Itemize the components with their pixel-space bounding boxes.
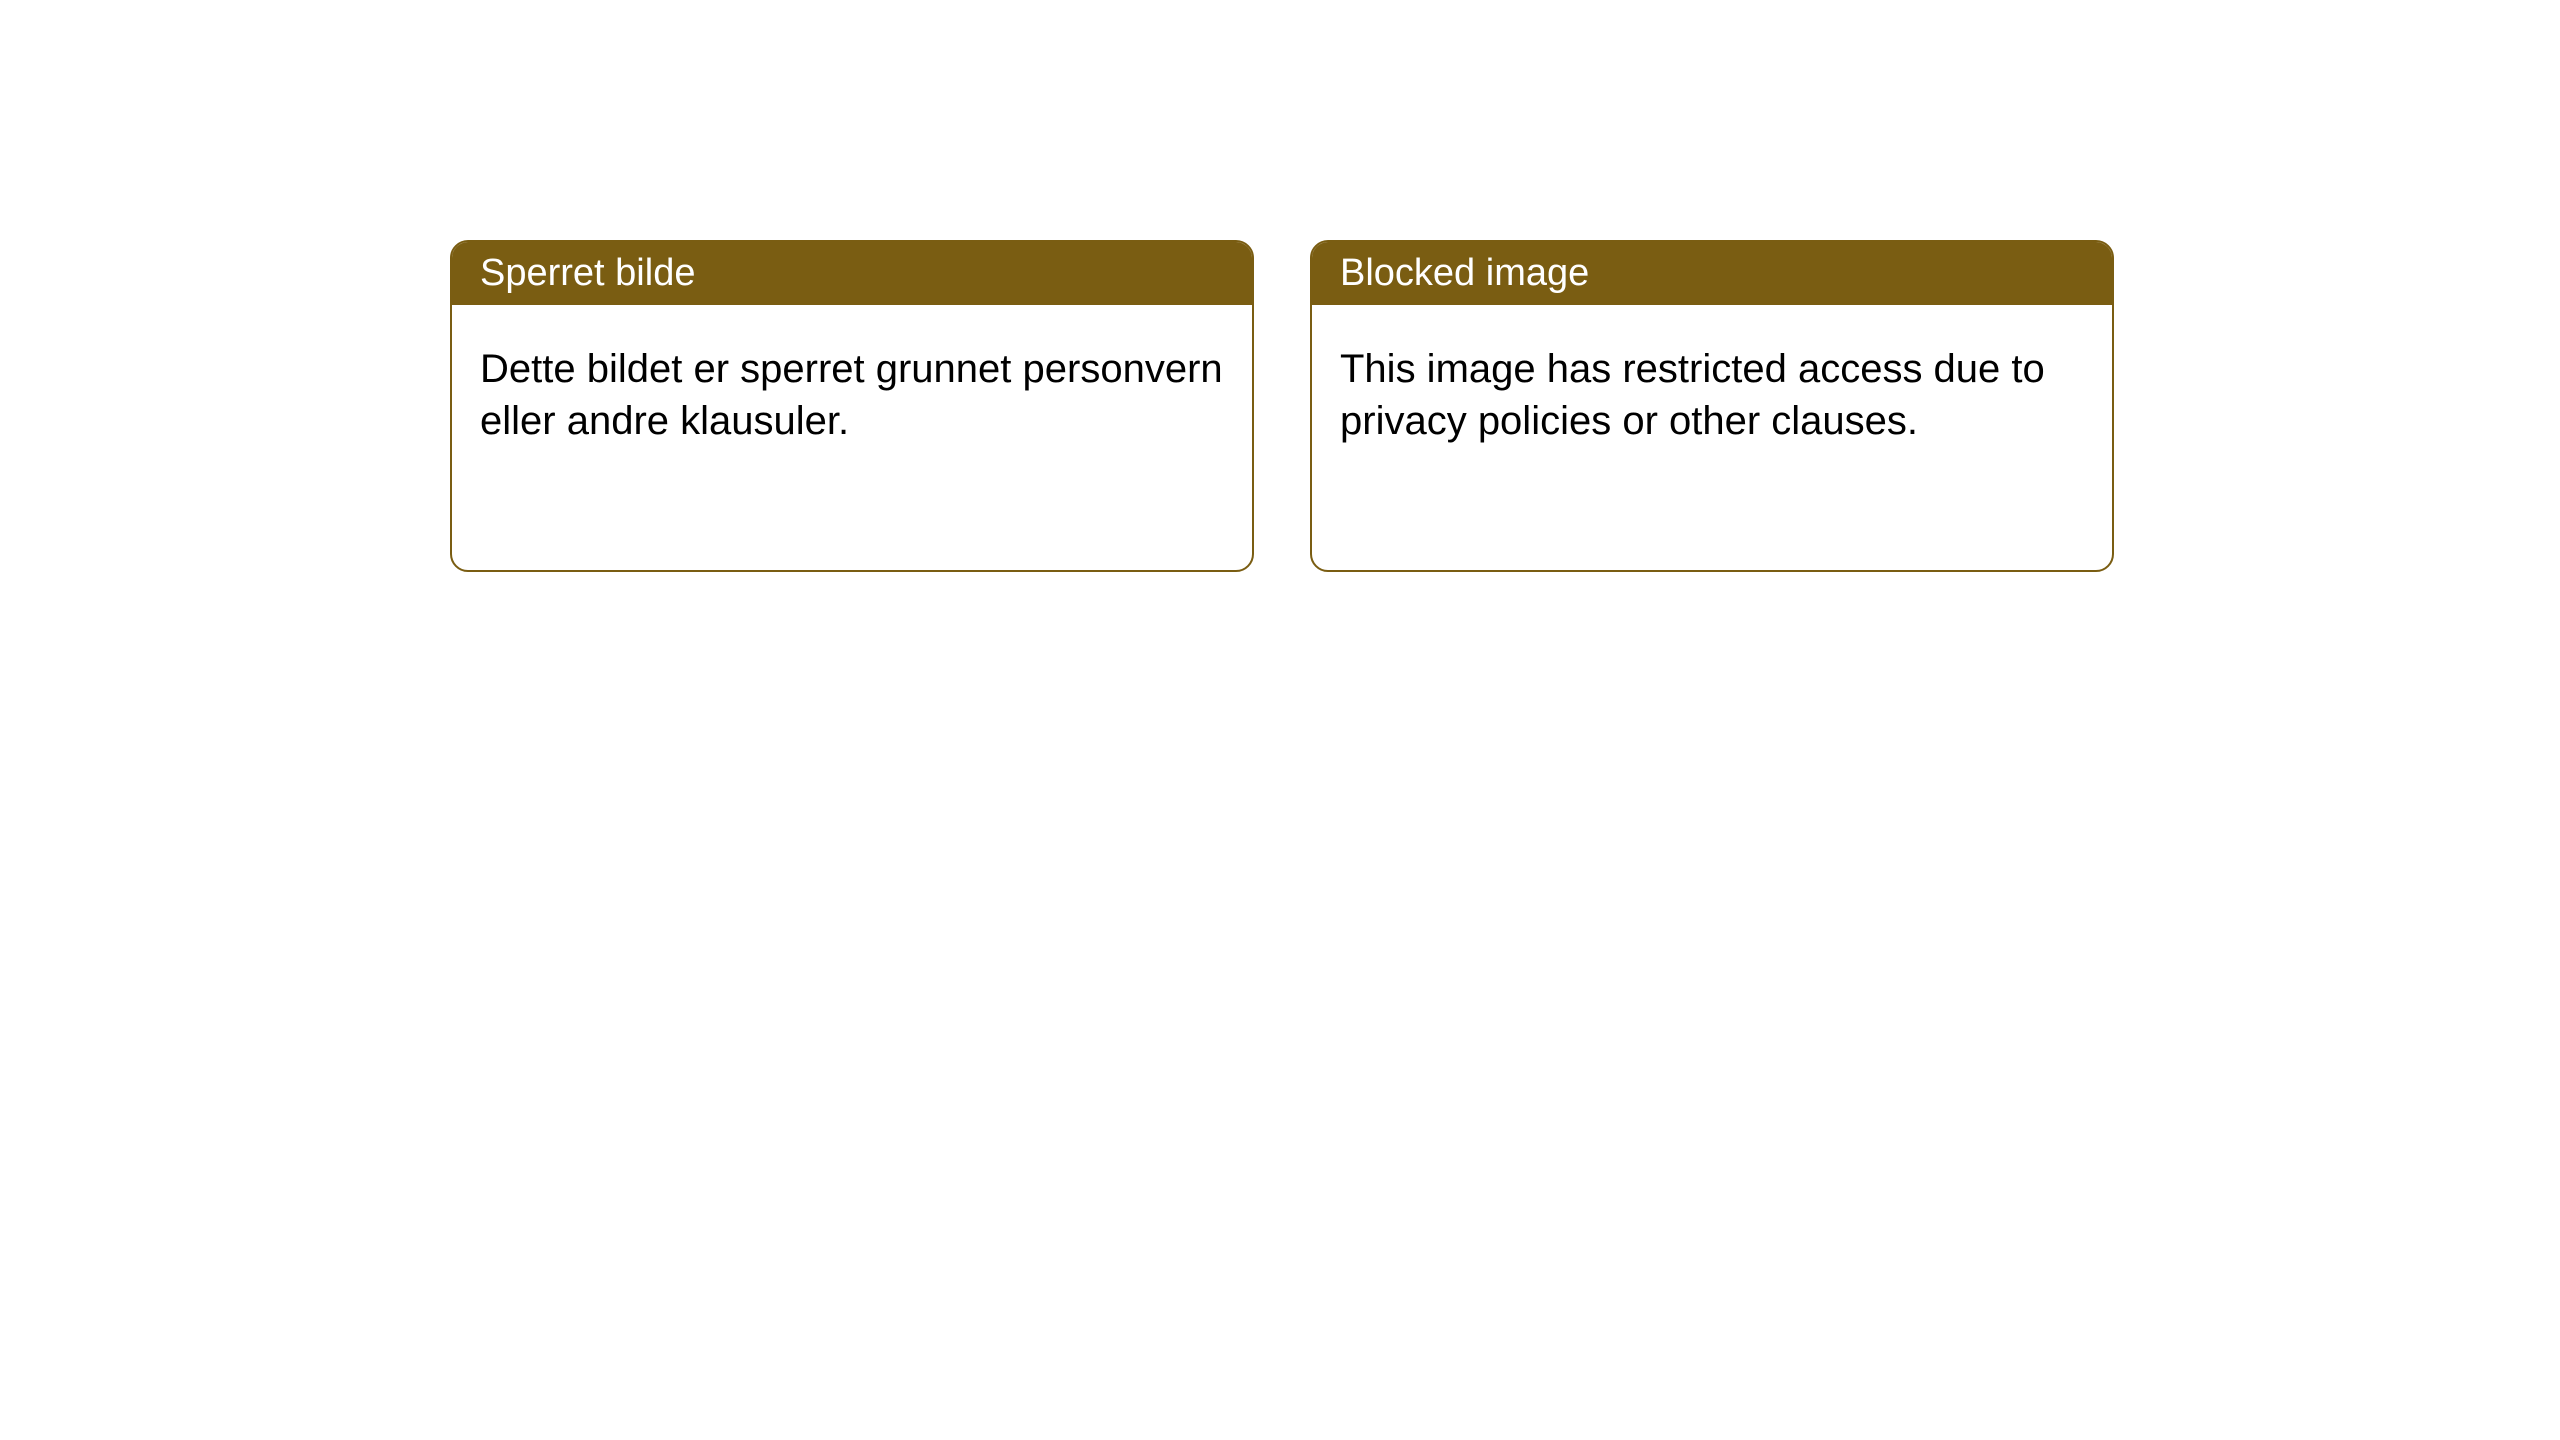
notice-body-english: This image has restricted access due to … bbox=[1312, 305, 2112, 485]
notice-box-english: Blocked image This image has restricted … bbox=[1310, 240, 2114, 572]
notice-header-norwegian: Sperret bilde bbox=[452, 242, 1252, 305]
notice-header-english: Blocked image bbox=[1312, 242, 2112, 305]
notice-box-norwegian: Sperret bilde Dette bildet er sperret gr… bbox=[450, 240, 1254, 572]
notice-container: Sperret bilde Dette bildet er sperret gr… bbox=[450, 240, 2114, 572]
notice-body-norwegian: Dette bildet er sperret grunnet personve… bbox=[452, 305, 1252, 485]
